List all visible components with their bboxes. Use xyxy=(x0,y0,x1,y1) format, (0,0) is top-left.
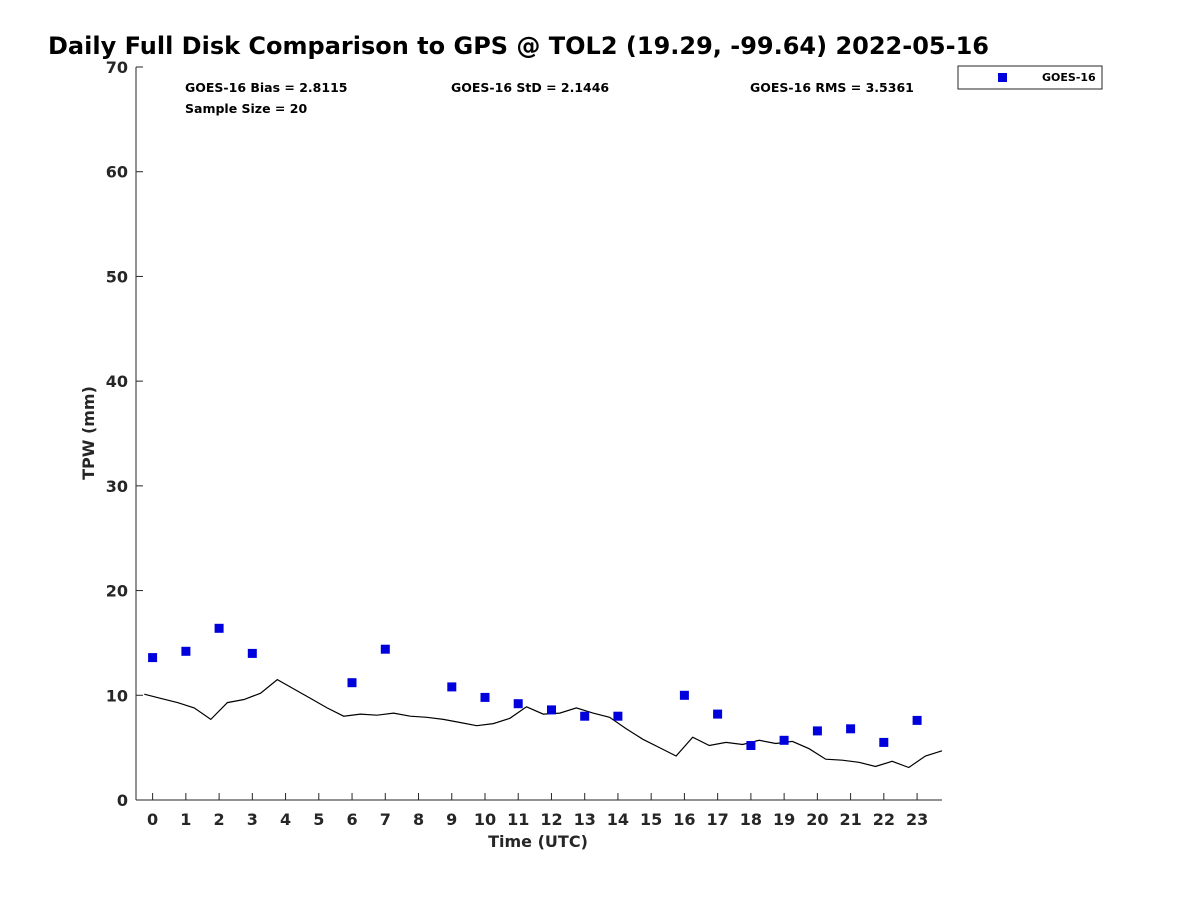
x-tick-label: 12 xyxy=(540,810,562,829)
y-axis-title: TPW (mm) xyxy=(79,386,98,480)
legend-box xyxy=(957,65,1103,90)
goes16-point xyxy=(547,705,556,715)
x-tick-label: 2 xyxy=(214,810,225,829)
x-tick-label: 11 xyxy=(507,810,529,829)
goes16-point xyxy=(846,724,856,734)
legend-marker xyxy=(998,73,1007,82)
x-tick-label: 0 xyxy=(147,810,158,829)
goes16-point xyxy=(247,648,257,658)
rms-stat: GOES-16 RMS = 3.5361 xyxy=(750,80,914,95)
legend: GOES-16 xyxy=(957,65,1103,90)
goes16-point xyxy=(380,644,390,654)
gps-line xyxy=(144,678,943,769)
goes16-point xyxy=(613,711,623,721)
x-tick-label: 10 xyxy=(474,810,496,829)
goes16-point xyxy=(347,678,357,688)
x-tick-label: 13 xyxy=(574,810,596,829)
y-tick-label: 0 xyxy=(117,791,128,810)
y-tick-label: 70 xyxy=(106,58,128,77)
goes16-point xyxy=(746,741,756,750)
goes16-point xyxy=(513,699,523,709)
goes16-point xyxy=(447,682,457,692)
x-tick-label: 1 xyxy=(180,810,191,829)
y-tick-label: 60 xyxy=(106,163,128,182)
axes xyxy=(135,67,942,801)
x-tick-label: 6 xyxy=(346,810,357,829)
goes16-point xyxy=(148,653,158,663)
goes16-point xyxy=(214,623,224,633)
x-tick-label: 16 xyxy=(673,810,695,829)
goes16-point xyxy=(679,690,689,700)
x-tick-label: 18 xyxy=(740,810,762,829)
goes16-point xyxy=(580,711,590,721)
goes16-point xyxy=(879,737,889,747)
x-axis-title: Time (UTC) xyxy=(488,832,588,851)
goes16-points-layer xyxy=(148,623,922,750)
x-tick-label: 3 xyxy=(247,810,258,829)
x-tick-label: 4 xyxy=(280,810,291,829)
chart-title: Daily Full Disk Comparison to GPS @ TOL2… xyxy=(48,32,989,60)
goes16-point xyxy=(713,709,723,719)
y-tick-label: 10 xyxy=(106,686,128,705)
gps-line-layer xyxy=(144,678,943,769)
x-tick-label: 15 xyxy=(640,810,662,829)
x-tick-label: 5 xyxy=(313,810,324,829)
x-tick-label: 17 xyxy=(707,810,729,829)
y-tick-label: 20 xyxy=(106,582,128,601)
x-tick-label: 8 xyxy=(413,810,424,829)
x-tick-label: 7 xyxy=(380,810,391,829)
x-tick-label: 20 xyxy=(806,810,828,829)
goes16-point xyxy=(912,715,922,725)
goes16-point xyxy=(480,692,490,702)
y-tick-label: 50 xyxy=(106,267,128,286)
x-tick-label: 14 xyxy=(607,810,629,829)
goes16-point xyxy=(812,726,822,736)
y-tick-label: 40 xyxy=(106,372,128,391)
x-tick-label: 9 xyxy=(446,810,457,829)
goes16-point xyxy=(779,735,789,745)
x-tick-label: 22 xyxy=(873,810,895,829)
bias-stat: GOES-16 Bias = 2.8115 xyxy=(185,80,347,95)
y-tick-label: 30 xyxy=(106,477,128,496)
legend-label: GOES-16 xyxy=(1042,71,1096,84)
goes16-point xyxy=(181,646,191,656)
y-ticks: 0 10 20 30 40 50 60 70 xyxy=(106,58,143,810)
std-stat: GOES-16 StD = 2.1446 xyxy=(451,80,609,95)
x-tick-label: 21 xyxy=(839,810,861,829)
x-tick-label: 23 xyxy=(906,810,928,829)
x-ticks: 0 1 2 3 4 5 6 7 8 9 10 11 12 13 14 15 16 17 18 19 20 21 22 23 xyxy=(147,793,928,829)
x-tick-label: 19 xyxy=(773,810,795,829)
sample-size-stat: Sample Size = 20 xyxy=(185,101,307,116)
